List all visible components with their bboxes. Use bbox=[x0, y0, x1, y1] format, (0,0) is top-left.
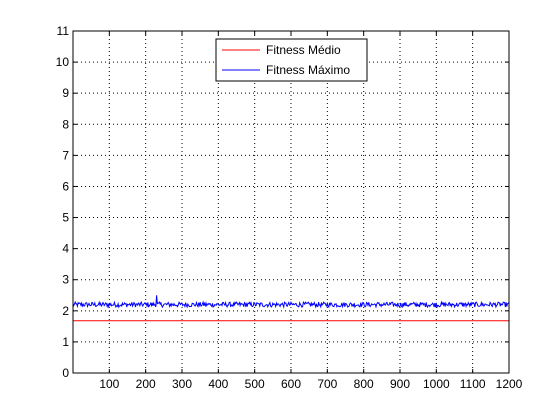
x-tick-label: 1000 bbox=[423, 377, 450, 391]
legend-box bbox=[215, 38, 368, 82]
series-layer bbox=[72, 295, 510, 322]
x-tick-label: 900 bbox=[390, 377, 410, 391]
y-tick-label: 1 bbox=[62, 335, 69, 349]
x-tick-label: 800 bbox=[354, 377, 374, 391]
y-tick-label: 0 bbox=[62, 366, 69, 380]
legend: Fitness Médio Fitness Máximo bbox=[215, 38, 368, 82]
y-tick-label: 7 bbox=[62, 148, 69, 162]
x-tick-label: 500 bbox=[245, 377, 265, 391]
y-tick-label: 3 bbox=[62, 273, 69, 287]
x-tick-label: 1200 bbox=[496, 377, 523, 391]
y-tick-label: 10 bbox=[56, 55, 70, 69]
y-tick-label: 8 bbox=[62, 117, 69, 131]
x-tick-label: 600 bbox=[281, 377, 301, 391]
x-tick-label: 1100 bbox=[460, 377, 486, 391]
y-tick-label: 2 bbox=[62, 304, 69, 318]
x-tick-label: 700 bbox=[317, 377, 337, 391]
x-tick-label: 100 bbox=[99, 377, 119, 391]
grid bbox=[73, 31, 509, 373]
x-tick-label: 200 bbox=[136, 377, 156, 391]
y-tick-label: 5 bbox=[62, 211, 69, 225]
y-tick-label: 9 bbox=[62, 86, 69, 100]
ticks: 100 200 300 400 500 600 700 800 900 1000 1100 1200 0… bbox=[56, 24, 523, 391]
legend-label-fitness-medio: Fitness Médio bbox=[266, 43, 341, 57]
legend-label-fitness-maximo: Fitness Máximo bbox=[266, 63, 350, 77]
y-tick-label: 4 bbox=[62, 242, 69, 256]
series-line-fitness-maximo bbox=[72, 295, 510, 309]
x-tick-label: 300 bbox=[172, 377, 192, 391]
x-tick-label: 400 bbox=[208, 377, 228, 391]
plot-area bbox=[73, 31, 509, 373]
y-tick-label: 6 bbox=[62, 179, 69, 193]
y-tick-label: 11 bbox=[57, 24, 70, 38]
